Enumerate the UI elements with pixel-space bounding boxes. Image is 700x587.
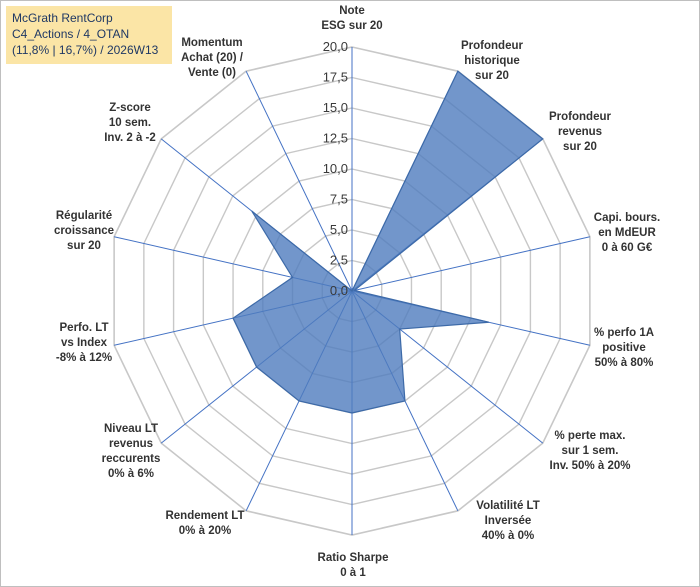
axis-label: Momentum Achat (20) / Vente (0): [181, 37, 244, 79]
tick-label: 20,0: [323, 39, 348, 54]
tick-label: 5,0: [330, 222, 348, 237]
axis-spoke: [245, 70, 353, 292]
axis-label: Profondeur revenus sur 20: [549, 111, 611, 153]
axis-label: Capi. bours. en MdEUR 0 à 60 G€: [594, 212, 660, 254]
tick-label: 10,0: [323, 161, 348, 176]
axis-label: Ratio Sharpe 0 à 1: [318, 552, 389, 579]
company-name: McGrath RentCorp: [12, 11, 113, 25]
axis-label: Perfo. LT vs Index -8% à 12%: [56, 322, 112, 364]
tick-label: 12,5: [323, 131, 348, 146]
axis-label: Note ESG sur 20: [321, 5, 382, 32]
series-area: [232, 70, 544, 414]
tick-label: 15,0: [323, 100, 348, 115]
axis-spoke: [351, 236, 590, 292]
portfolio-path: C4_Actions / 4_OTAN: [12, 27, 130, 41]
info-box: McGrath RentCorp C4_Actions / 4_OTAN (11…: [6, 6, 172, 64]
tick-label: 2,5: [330, 253, 348, 268]
tick-label: 17,5: [323, 70, 348, 85]
score-period: (11,8% | 16,7%) / 2026W13: [12, 43, 159, 57]
tick-label: 0,0: [330, 283, 348, 298]
axis-label: % perfo 1A positive 50% à 80%: [594, 327, 654, 369]
axis-label: Profondeur historique sur 20: [461, 40, 523, 82]
axis-label: Rendement LT 0% à 20%: [165, 510, 244, 537]
axis-label: Z-score 10 sem. Inv. 2 à -2: [104, 102, 156, 144]
axis-label: Niveau LT revenus reccurents 0% à 6%: [102, 423, 161, 480]
tick-label: 7,5: [330, 192, 348, 207]
axis-label: Volatilité LT Inversée 40% à 0%: [476, 500, 539, 542]
axis-label: Régularité croissance sur 20: [54, 210, 114, 252]
axis-label: % perte max. sur 1 sem. Inv. 50% à 20%: [550, 430, 631, 472]
